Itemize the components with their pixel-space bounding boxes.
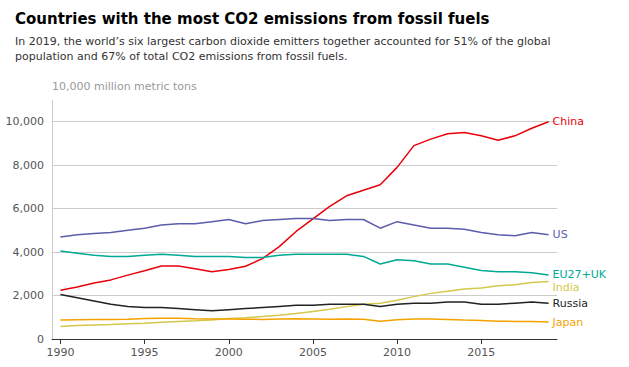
svg-text:2010: 2010 xyxy=(383,346,411,359)
svg-text:1995: 1995 xyxy=(131,346,159,359)
svg-text:10,000 million metric tons: 10,000 million metric tons xyxy=(52,80,197,93)
svg-text:Russia: Russia xyxy=(553,297,588,310)
svg-text:2005: 2005 xyxy=(299,346,327,359)
svg-text:2015: 2015 xyxy=(467,346,495,359)
svg-text:2000: 2000 xyxy=(215,346,243,359)
svg-text:1990: 1990 xyxy=(46,346,74,359)
svg-text:4,000: 4,000 xyxy=(13,246,45,259)
svg-text:population and 67% of total CO: population and 67% of total CO2 emission… xyxy=(15,50,347,63)
svg-text:China: China xyxy=(553,115,584,128)
svg-text:6,000: 6,000 xyxy=(13,202,45,215)
svg-text:10,000: 10,000 xyxy=(6,115,45,128)
svg-text:Japan: Japan xyxy=(552,316,584,329)
svg-text:0: 0 xyxy=(37,333,44,346)
svg-text:8,000: 8,000 xyxy=(13,159,45,172)
svg-text:India: India xyxy=(553,281,580,294)
svg-text:In 2019, the world’s six large: In 2019, the world’s six largest carbon … xyxy=(15,35,551,48)
svg-text:US: US xyxy=(553,228,568,241)
svg-text:2,000: 2,000 xyxy=(13,289,45,302)
svg-text:Countries with the most CO2 em: Countries with the most CO2 emissions fr… xyxy=(15,10,490,28)
svg-text:EU27+UK: EU27+UK xyxy=(553,268,607,281)
